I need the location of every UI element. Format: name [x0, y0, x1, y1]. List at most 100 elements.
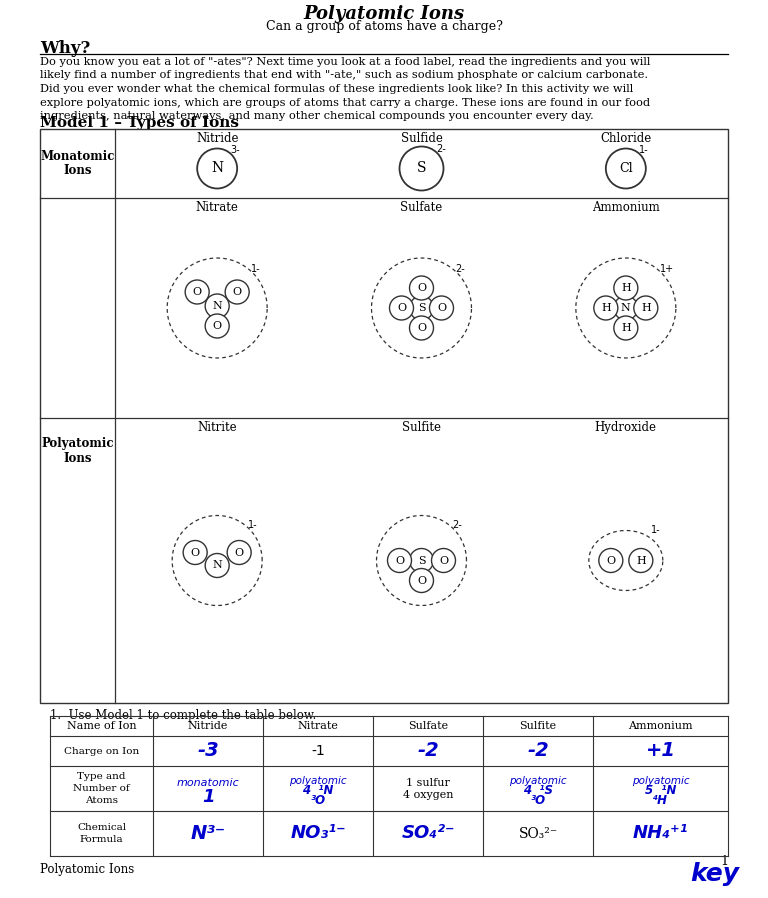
Text: Sulfite: Sulfite: [402, 421, 441, 434]
Text: 5  ¹N: 5 ¹N: [645, 784, 676, 797]
Text: Ammonium: Ammonium: [628, 721, 693, 731]
Text: Why?: Why?: [40, 40, 91, 57]
Text: Monatomic
Ions: Monatomic Ions: [40, 149, 114, 178]
Text: monatomic: monatomic: [177, 779, 240, 788]
Text: 1-: 1-: [640, 145, 649, 154]
Text: Polyatomic Ions: Polyatomic Ions: [303, 5, 465, 23]
Text: N: N: [212, 301, 222, 311]
Text: O: O: [213, 321, 222, 331]
Text: 4  ¹S: 4 ¹S: [523, 784, 553, 797]
Text: N: N: [211, 162, 223, 175]
Text: 2-: 2-: [455, 264, 465, 274]
Text: SO₃²⁻: SO₃²⁻: [518, 826, 558, 841]
Circle shape: [399, 146, 443, 190]
Bar: [40, 129, 728, 703]
Text: Nitrate: Nitrate: [196, 201, 239, 214]
Text: Can a group of atoms have a charge?: Can a group of atoms have a charge?: [266, 20, 502, 33]
Text: -2: -2: [417, 742, 439, 761]
Text: Do you know you eat a lot of "-ates"? Next time you look at a food label, read t: Do you know you eat a lot of "-ates"? Ne…: [40, 57, 650, 67]
Text: O: O: [417, 283, 426, 293]
Circle shape: [409, 549, 433, 573]
Text: key: key: [690, 862, 740, 886]
Text: O: O: [395, 556, 404, 566]
Circle shape: [183, 541, 207, 565]
Text: N³⁻: N³⁻: [190, 824, 226, 843]
Text: Model 1 – Types of Ions: Model 1 – Types of Ions: [40, 116, 239, 130]
Text: H: H: [621, 283, 631, 293]
Text: O: O: [397, 303, 406, 313]
Text: O: O: [417, 576, 426, 585]
Text: O: O: [417, 323, 426, 333]
Circle shape: [629, 549, 653, 573]
Circle shape: [432, 549, 455, 573]
Text: Polyatomic Ions: Polyatomic Ions: [40, 863, 134, 876]
Text: 4 oxygen: 4 oxygen: [402, 790, 453, 800]
Text: O: O: [234, 548, 243, 558]
Circle shape: [389, 296, 413, 320]
Circle shape: [409, 296, 433, 320]
Circle shape: [409, 316, 433, 340]
Text: Nitrate: Nitrate: [297, 721, 339, 731]
Text: H: H: [601, 303, 611, 313]
Text: Sulfate: Sulfate: [408, 721, 448, 731]
Text: -1: -1: [311, 744, 325, 758]
Text: Ammonium: Ammonium: [592, 201, 660, 214]
Circle shape: [388, 549, 412, 573]
Circle shape: [205, 294, 229, 318]
Text: O: O: [193, 287, 202, 297]
Text: ingredients, natural waterways, and many other chemical compounds you encounter : ingredients, natural waterways, and many…: [40, 111, 594, 121]
Circle shape: [594, 296, 617, 320]
Circle shape: [227, 541, 251, 565]
Text: Charge on Ion: Charge on Ion: [64, 746, 139, 755]
Text: polyatomic: polyatomic: [509, 776, 567, 786]
Text: polyatomic: polyatomic: [632, 776, 690, 786]
Text: -2: -2: [527, 742, 549, 761]
Text: Sulfide: Sulfide: [401, 132, 442, 145]
Text: 1: 1: [202, 788, 214, 806]
Text: H: H: [641, 303, 650, 313]
Text: O: O: [190, 548, 200, 558]
Text: S: S: [418, 303, 425, 313]
Text: Did you ever wonder what the chemical formulas of these ingredients look like? I: Did you ever wonder what the chemical fo…: [40, 84, 634, 94]
Text: SO₄²⁻: SO₄²⁻: [401, 824, 455, 842]
Text: 2-: 2-: [436, 144, 446, 154]
Text: ³O: ³O: [531, 794, 545, 807]
Text: N: N: [212, 560, 222, 570]
Text: 1-: 1-: [248, 520, 257, 530]
Circle shape: [614, 276, 638, 300]
Text: O: O: [606, 556, 615, 566]
Circle shape: [225, 280, 249, 304]
Circle shape: [606, 148, 646, 189]
Text: Nitride: Nitride: [188, 721, 228, 731]
Text: S: S: [418, 556, 425, 566]
Text: explore polyatomic ions, which are groups of atoms that carry a charge. These io: explore polyatomic ions, which are group…: [40, 98, 650, 108]
Circle shape: [614, 316, 638, 340]
Circle shape: [634, 296, 658, 320]
Text: 1-: 1-: [251, 264, 261, 274]
Text: Chloride: Chloride: [601, 132, 651, 145]
Text: 1+: 1+: [660, 264, 674, 274]
Text: ³O: ³O: [310, 794, 326, 807]
Text: Hydroxide: Hydroxide: [595, 421, 657, 434]
Text: S: S: [417, 162, 426, 175]
Circle shape: [614, 296, 638, 320]
Circle shape: [185, 280, 209, 304]
Text: Sulfate: Sulfate: [400, 201, 442, 214]
Text: 1.  Use Model 1 to complete the table below.: 1. Use Model 1 to complete the table bel…: [50, 709, 316, 722]
Text: 4  ¹N: 4 ¹N: [303, 784, 333, 797]
Text: Nitrite: Nitrite: [197, 421, 237, 434]
Circle shape: [205, 314, 229, 338]
Text: Nitride: Nitride: [196, 132, 238, 145]
Text: O: O: [439, 556, 448, 566]
Circle shape: [197, 148, 237, 189]
Text: Type and
Number of
Atoms: Type and Number of Atoms: [73, 772, 130, 805]
Text: 1: 1: [720, 855, 728, 868]
Circle shape: [409, 568, 433, 593]
Text: +1: +1: [645, 742, 676, 761]
Text: Chemical
Formula: Chemical Formula: [77, 823, 126, 844]
Text: polyatomic: polyatomic: [290, 776, 347, 786]
Text: 1-: 1-: [651, 525, 660, 535]
Text: Polyatomic
Ions: Polyatomic Ions: [41, 436, 114, 464]
Text: 1 sulfur: 1 sulfur: [406, 779, 450, 788]
Text: Cl: Cl: [619, 162, 633, 175]
